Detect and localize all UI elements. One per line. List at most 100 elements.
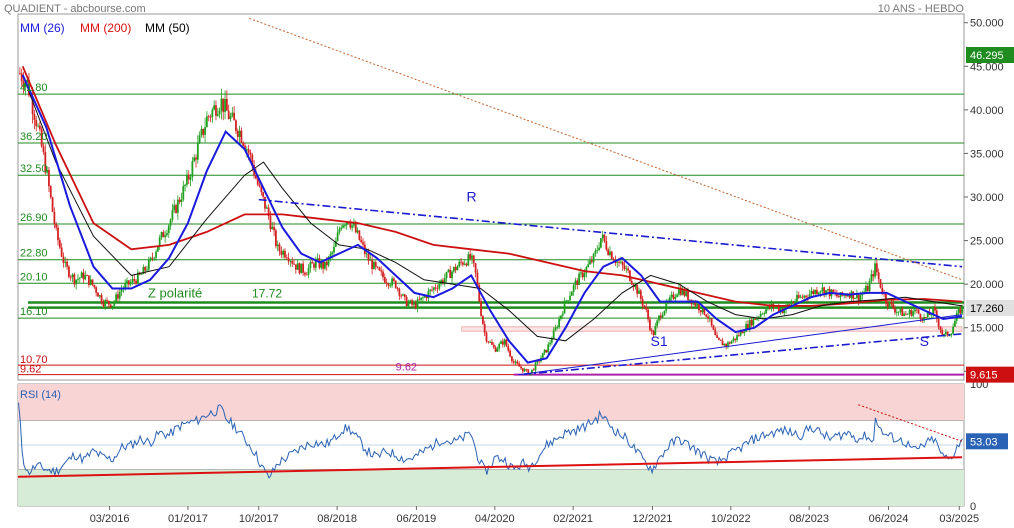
candle-body-28 — [69, 276, 72, 278]
candle-body-298 — [560, 315, 562, 320]
candle-body-158 — [305, 274, 308, 276]
candle-body-204 — [389, 285, 392, 287]
candle-body-32 — [77, 278, 79, 280]
candle-body-241 — [456, 266, 459, 271]
candle-body-168 — [324, 261, 326, 269]
candle-body-226 — [429, 289, 432, 292]
price-badge-0: 46.295 — [970, 50, 1004, 62]
candle-body-102 — [204, 127, 206, 135]
candle-body-348 — [650, 329, 653, 332]
candle-body-196 — [374, 261, 377, 267]
rsi-badge-0: 53.03 — [970, 436, 998, 448]
candle-body-85 — [173, 205, 176, 211]
level-label-1: 36.20 — [20, 131, 48, 143]
candle-body-93 — [187, 174, 190, 180]
trendline-s1 — [518, 314, 963, 376]
candle-body-408 — [759, 313, 762, 317]
candle-body-231 — [438, 284, 441, 289]
ma50-line — [22, 74, 963, 342]
candle-body-217 — [412, 303, 415, 305]
candle-body-350 — [654, 326, 657, 336]
candle-body-509 — [943, 334, 945, 335]
candle-body-131 — [256, 178, 259, 185]
candle-body-109 — [216, 113, 219, 116]
candle-body-336 — [629, 270, 631, 281]
candle-body-444 — [825, 290, 827, 295]
x-tick-label-0: 03/2016 — [90, 513, 130, 525]
candle-body-468 — [868, 281, 871, 292]
candle-body-371 — [692, 301, 695, 305]
candle-body-325 — [609, 251, 611, 256]
candle-body-413 — [768, 305, 771, 309]
candle-body-252 — [476, 272, 479, 285]
candle-body-130 — [255, 175, 257, 179]
candle-body-144 — [280, 251, 283, 255]
candle-body-360 — [672, 294, 675, 299]
candle-body-395 — [736, 335, 738, 340]
candle-body-302 — [567, 300, 570, 302]
candle-body-387 — [721, 340, 724, 346]
candle-body-480 — [890, 301, 893, 304]
candle-body-40 — [91, 279, 94, 285]
candle-body-284 — [534, 362, 537, 371]
candle-body-513 — [950, 333, 953, 336]
candle-body-228 — [432, 287, 435, 290]
candle-body-244 — [461, 262, 464, 265]
candle-body-54 — [117, 294, 119, 299]
candle-body-275 — [518, 363, 521, 367]
level-label-2: 32.50 — [20, 163, 48, 175]
x-tick-label-8: 10/2022 — [711, 513, 751, 525]
x-tick-label-1: 01/2017 — [168, 513, 208, 525]
candle-body-423 — [786, 304, 789, 306]
candle-body-304 — [570, 291, 573, 296]
y-tick-label-3: 35.000 — [970, 148, 1004, 160]
candle-body-291 — [547, 344, 550, 353]
candle-body-312 — [585, 267, 588, 274]
candle-body-417 — [776, 306, 778, 308]
candle-body-488 — [905, 313, 907, 315]
candle-body-477 — [885, 293, 887, 303]
candle-body-87 — [176, 199, 179, 213]
candle-body-436 — [810, 290, 813, 294]
candle-body-262 — [494, 347, 497, 352]
candle-body-186 — [356, 230, 359, 233]
candle-body-489 — [906, 313, 909, 315]
candle-body-346 — [647, 309, 649, 320]
candle-body-229 — [434, 287, 437, 289]
candle-body-11 — [38, 125, 41, 130]
candle-body-227 — [431, 289, 433, 291]
candle-body-89 — [180, 199, 183, 202]
candle-body-494 — [915, 309, 918, 311]
candle-body-500 — [926, 311, 929, 318]
candle-body-271 — [511, 356, 513, 362]
candle-body-424 — [788, 304, 791, 306]
candle-body-82 — [167, 225, 170, 234]
candle-body-279 — [525, 369, 528, 371]
candle-body-147 — [285, 257, 288, 259]
candle-body-471 — [874, 263, 876, 277]
candle-body-296 — [556, 327, 559, 328]
candle-body-474 — [879, 279, 882, 288]
price-badge-bg-0 — [966, 47, 1014, 64]
candle-body-185 — [354, 224, 357, 233]
x-tick-label-10: 06/2024 — [869, 513, 909, 525]
candle-body-283 — [532, 369, 535, 371]
candle-body-464 — [861, 293, 864, 296]
candle-body-108 — [215, 105, 217, 116]
candle-body-118 — [233, 112, 236, 121]
candle-body-26 — [66, 261, 68, 267]
rsi-overbought-zone — [18, 384, 964, 421]
candle-body-454 — [843, 295, 846, 296]
candle-body-184 — [353, 224, 355, 226]
candle-body-256 — [483, 323, 486, 333]
x-tick-label-2: 10/2017 — [239, 513, 279, 525]
candle-body-314 — [589, 260, 591, 265]
candle-body-159 — [307, 267, 310, 275]
candle-body-67 — [140, 274, 143, 275]
rsi-oversold-zone — [18, 469, 964, 506]
candle-body-322 — [603, 234, 606, 242]
x-tick-label-7: 12/2021 — [633, 513, 673, 525]
candle-body-285 — [536, 360, 539, 363]
candle-body-467 — [866, 286, 869, 292]
candle-body-390 — [727, 342, 729, 347]
